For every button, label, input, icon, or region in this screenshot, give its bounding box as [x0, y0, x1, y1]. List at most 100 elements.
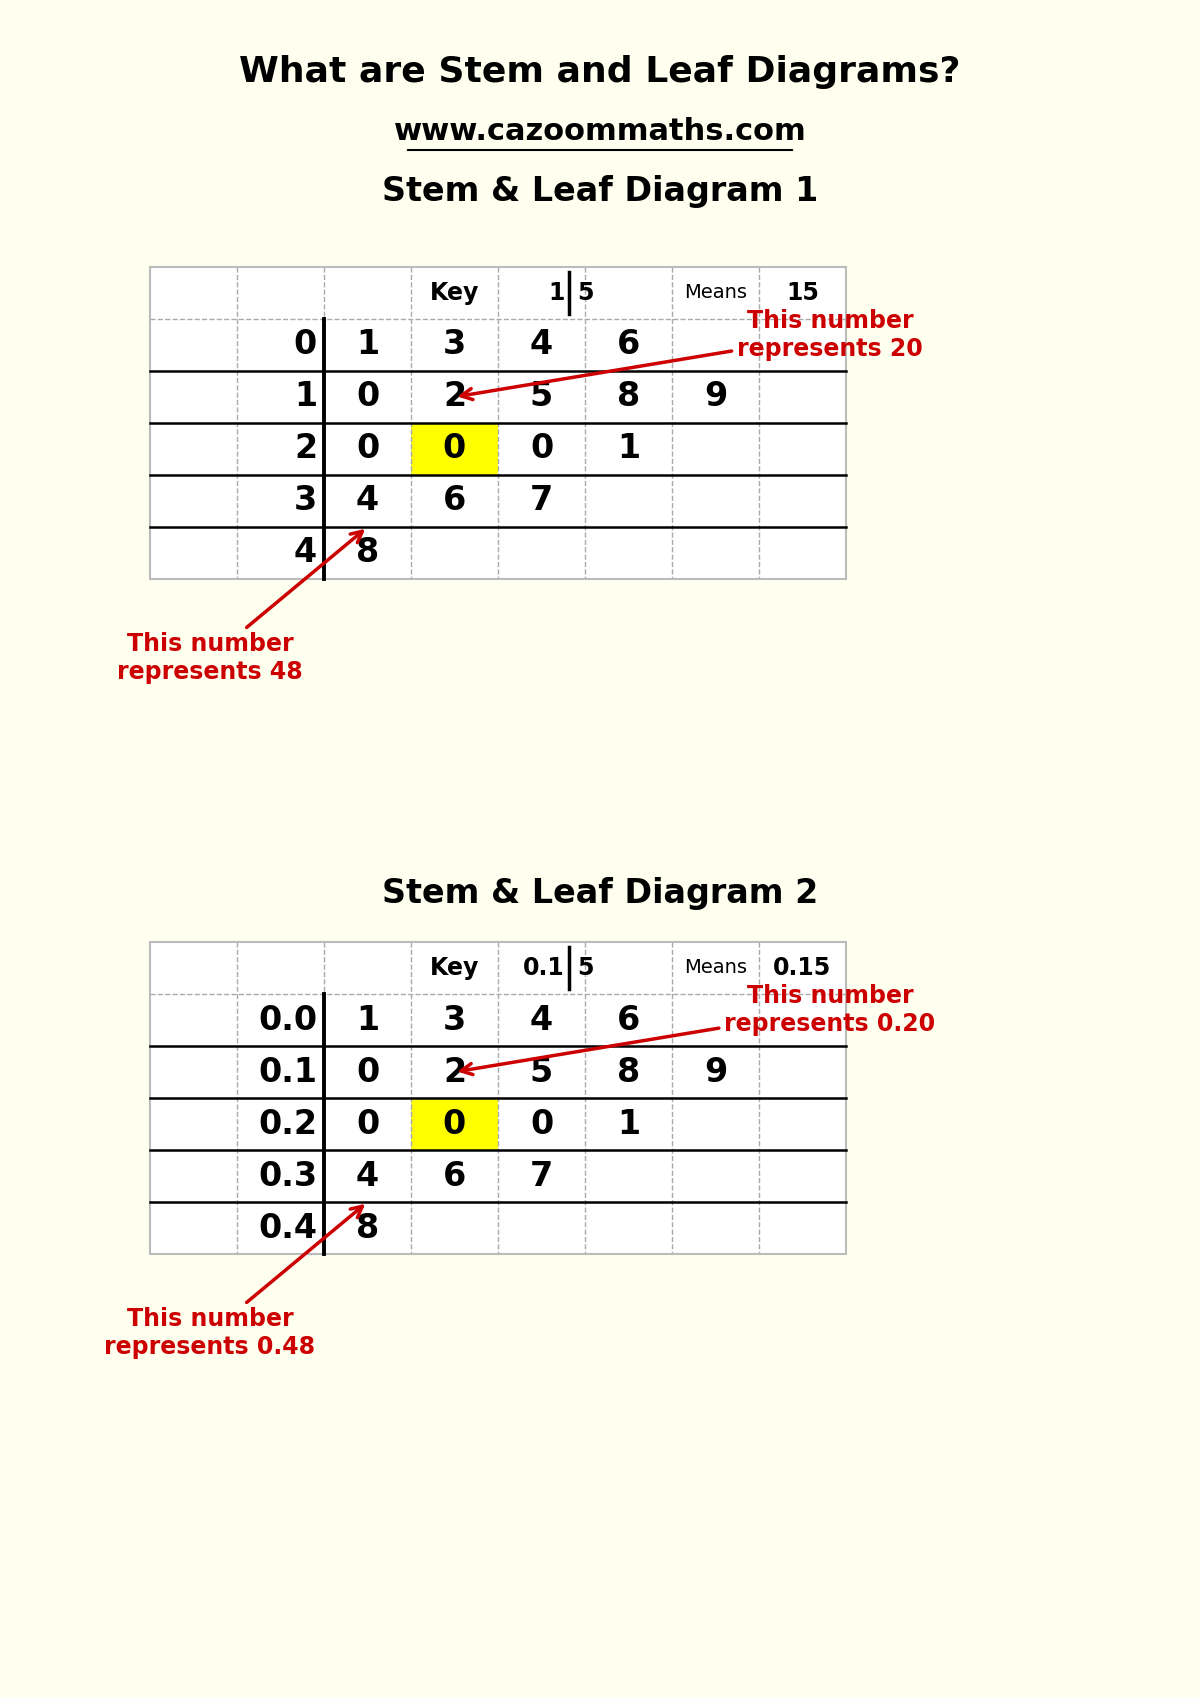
Bar	[760, 1201, 846, 1254]
Bar	[672, 266, 760, 319]
Bar	[324, 423, 410, 475]
Bar	[150, 1151, 238, 1201]
Bar	[410, 475, 498, 528]
Text: www.cazoommaths.com: www.cazoommaths.com	[394, 117, 806, 146]
Bar	[150, 994, 238, 1045]
Bar	[586, 266, 672, 319]
Bar	[410, 942, 498, 994]
Bar	[238, 475, 324, 528]
Bar	[672, 1201, 760, 1254]
Bar	[760, 319, 846, 372]
Bar	[238, 994, 324, 1045]
Text: Key: Key	[430, 955, 479, 979]
Text: What are Stem and Leaf Diagrams?: What are Stem and Leaf Diagrams?	[239, 54, 961, 88]
Text: 0: 0	[356, 1108, 379, 1140]
Bar	[150, 1201, 238, 1254]
Text: 3: 3	[443, 1003, 466, 1037]
Text: Stem & Leaf Diagram 1: Stem & Leaf Diagram 1	[382, 175, 818, 209]
Text: Means: Means	[684, 959, 746, 977]
Text: This number
represents 20: This number represents 20	[461, 309, 923, 399]
Bar	[760, 266, 846, 319]
Text: 0: 0	[530, 433, 553, 465]
Text: This number
represents 0.20: This number represents 0.20	[461, 984, 936, 1074]
Bar	[586, 475, 672, 528]
Text: 6: 6	[443, 1159, 466, 1193]
Bar	[760, 1151, 846, 1201]
Bar	[586, 1098, 672, 1151]
Text: 6: 6	[443, 485, 466, 518]
Bar	[238, 1045, 324, 1098]
Text: 0.1: 0.1	[522, 955, 564, 979]
Bar	[672, 942, 760, 994]
Text: 0: 0	[294, 329, 317, 361]
Bar	[150, 266, 846, 579]
Bar	[410, 1098, 498, 1151]
Bar	[498, 1201, 586, 1254]
Bar	[672, 1098, 760, 1151]
Bar	[150, 1098, 238, 1151]
Bar	[238, 423, 324, 475]
Bar	[150, 266, 238, 319]
Bar	[324, 994, 410, 1045]
Text: 5: 5	[530, 1056, 553, 1088]
Bar	[238, 266, 324, 319]
Bar	[410, 994, 498, 1045]
Bar	[672, 1045, 760, 1098]
Text: 0.0: 0.0	[258, 1003, 317, 1037]
Bar	[672, 372, 760, 423]
Text: This number
represents 48: This number represents 48	[118, 531, 362, 684]
Text: 0.2: 0.2	[258, 1108, 317, 1140]
Bar	[498, 319, 586, 372]
Bar	[672, 319, 760, 372]
Bar	[238, 528, 324, 579]
Bar	[238, 372, 324, 423]
Text: 2: 2	[443, 1056, 466, 1088]
Text: 9: 9	[704, 380, 727, 414]
Bar	[586, 528, 672, 579]
Bar	[150, 319, 238, 372]
Bar	[760, 942, 846, 994]
Bar	[150, 1045, 238, 1098]
Bar	[760, 994, 846, 1045]
Text: 2: 2	[443, 380, 466, 414]
Bar	[760, 1045, 846, 1098]
Bar	[238, 319, 324, 372]
Text: 2: 2	[294, 433, 317, 465]
Text: 4: 4	[530, 329, 553, 361]
Text: 0.15: 0.15	[773, 955, 832, 979]
Bar	[238, 1151, 324, 1201]
Bar	[498, 1098, 586, 1151]
Text: 8: 8	[617, 1056, 640, 1088]
Text: 5: 5	[530, 380, 553, 414]
Bar	[238, 942, 324, 994]
Bar	[586, 942, 672, 994]
Bar	[498, 1045, 586, 1098]
Text: 4: 4	[356, 1159, 379, 1193]
Text: 1: 1	[294, 380, 317, 414]
Text: 3: 3	[443, 329, 466, 361]
Bar	[586, 372, 672, 423]
Bar	[586, 319, 672, 372]
Text: 15: 15	[786, 282, 818, 305]
Text: 7: 7	[530, 485, 553, 518]
Text: 6: 6	[617, 329, 640, 361]
Bar	[586, 1045, 672, 1098]
Bar	[586, 1201, 672, 1254]
Bar	[150, 372, 238, 423]
Bar	[324, 1151, 410, 1201]
Bar	[760, 372, 846, 423]
Bar	[672, 475, 760, 528]
Bar	[324, 475, 410, 528]
Bar	[672, 528, 760, 579]
Bar	[150, 475, 238, 528]
Bar	[498, 266, 586, 319]
Bar	[760, 528, 846, 579]
Bar	[150, 942, 846, 1254]
Text: 1: 1	[617, 433, 640, 465]
Bar	[324, 319, 410, 372]
Bar	[410, 1151, 498, 1201]
Bar	[324, 942, 410, 994]
Bar	[498, 1151, 586, 1201]
Text: 8: 8	[617, 380, 640, 414]
Text: 0: 0	[443, 433, 466, 465]
